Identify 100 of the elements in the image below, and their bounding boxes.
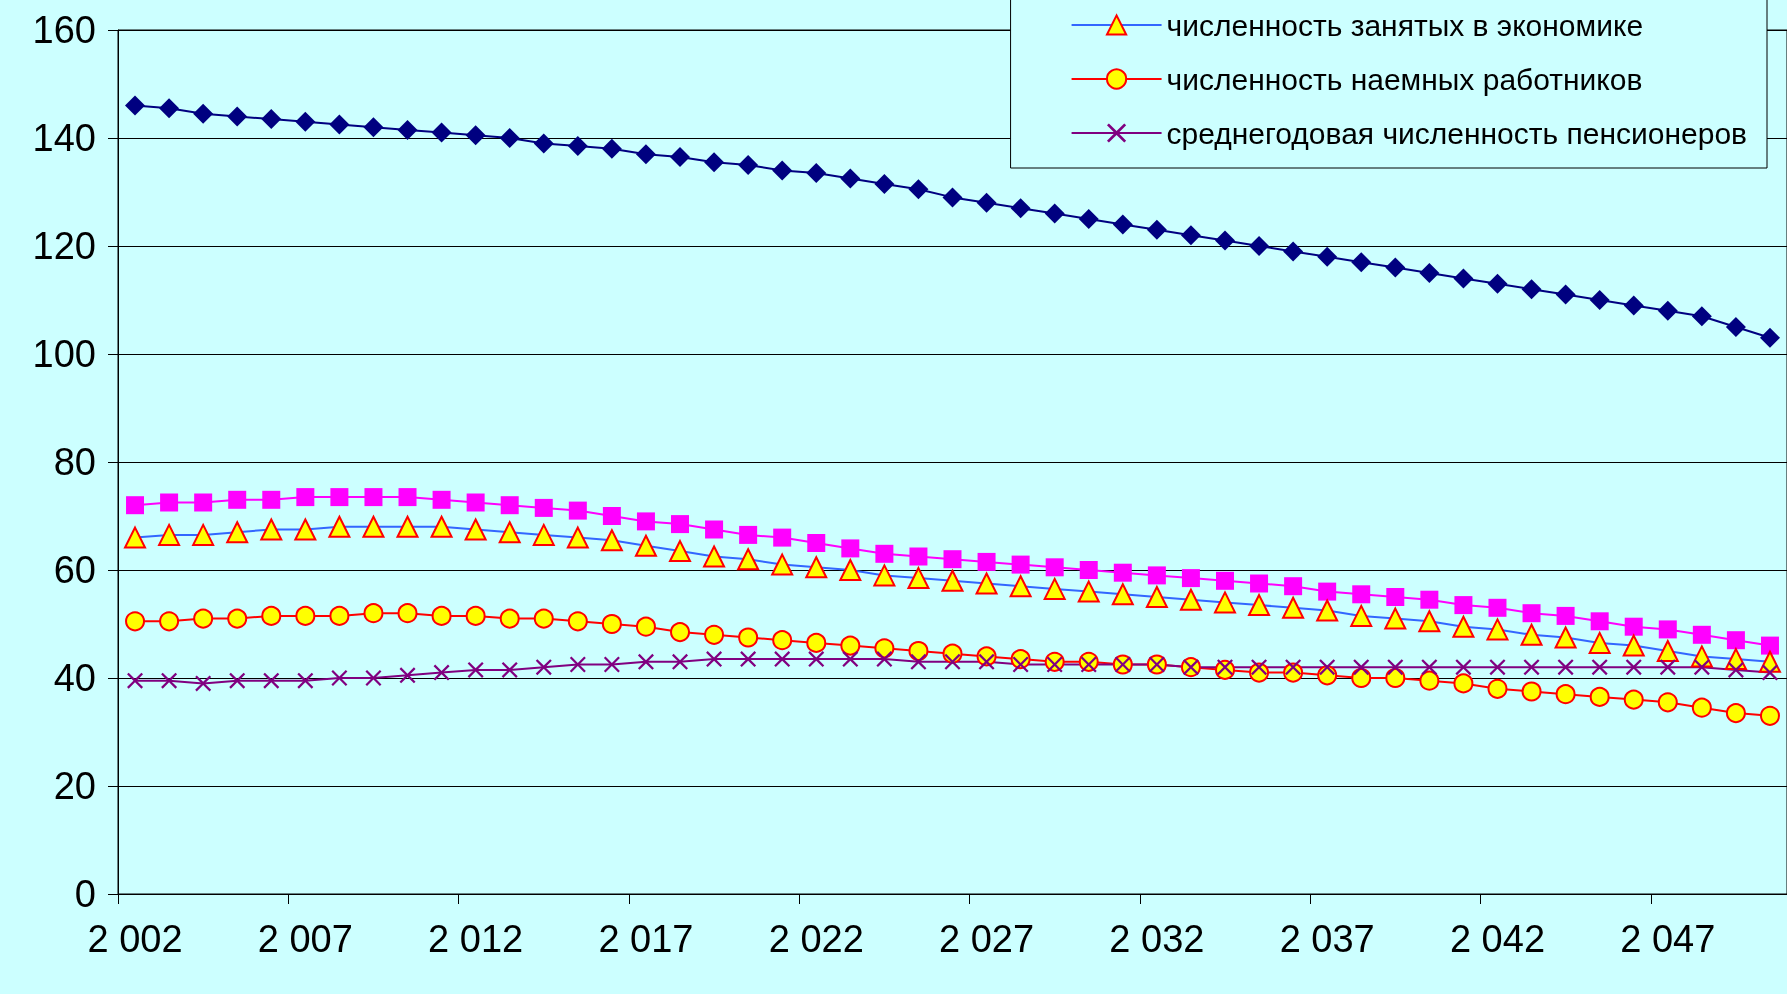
point — [603, 656, 620, 673]
y-tick-label: 120 — [32, 225, 96, 267]
point — [1146, 219, 1167, 240]
point — [1078, 209, 1099, 229]
point — [635, 144, 656, 165]
point — [193, 103, 214, 124]
point — [1147, 566, 1166, 585]
point — [740, 651, 757, 668]
point — [499, 128, 520, 148]
point — [500, 496, 519, 515]
point — [1557, 659, 1574, 676]
point — [1215, 571, 1234, 590]
point — [670, 622, 691, 643]
x-tick-label: 2 042 — [1449, 918, 1546, 960]
point — [874, 173, 895, 194]
point — [1521, 279, 1542, 300]
point — [1249, 236, 1270, 256]
point — [126, 496, 145, 515]
point — [1352, 585, 1371, 604]
point — [1455, 659, 1472, 676]
point — [601, 614, 622, 634]
point — [161, 672, 178, 689]
point — [1556, 606, 1575, 625]
point — [1419, 263, 1440, 283]
point — [842, 651, 859, 668]
point — [774, 651, 791, 668]
point — [1250, 574, 1269, 593]
y-tick-label: 0 — [74, 873, 96, 915]
point — [499, 608, 520, 629]
point — [806, 632, 827, 653]
point — [1691, 697, 1712, 718]
point — [978, 653, 995, 670]
point — [738, 155, 759, 175]
point — [772, 630, 793, 651]
point — [195, 675, 212, 692]
point — [670, 146, 691, 167]
point — [1589, 686, 1610, 707]
point — [738, 627, 759, 648]
point — [1453, 673, 1474, 694]
point — [739, 525, 758, 544]
point — [568, 501, 587, 520]
point — [772, 160, 793, 181]
point — [465, 125, 486, 146]
point — [501, 661, 518, 678]
point — [567, 611, 588, 632]
point — [535, 659, 552, 676]
point — [1555, 284, 1576, 305]
point — [431, 605, 452, 626]
point — [1522, 604, 1541, 623]
point — [602, 507, 621, 525]
point — [1079, 561, 1098, 579]
y-tick-label: 60 — [53, 549, 96, 591]
point — [840, 635, 861, 656]
point — [1181, 569, 1200, 588]
point — [671, 515, 690, 534]
point — [1693, 659, 1710, 676]
point — [228, 490, 247, 509]
point — [295, 111, 316, 132]
point — [1489, 659, 1506, 676]
point — [876, 651, 893, 668]
x-tick-label: 2 032 — [1109, 918, 1205, 960]
point — [1624, 617, 1643, 636]
point — [364, 488, 383, 507]
y-tick-label: 80 — [53, 441, 96, 483]
point — [363, 117, 384, 138]
point — [261, 109, 282, 130]
point — [296, 488, 315, 507]
point — [331, 670, 348, 686]
point — [569, 656, 586, 673]
point — [1657, 692, 1678, 713]
point — [1623, 689, 1644, 710]
point — [1591, 659, 1608, 676]
point — [908, 179, 929, 200]
point — [1419, 670, 1440, 691]
point — [807, 534, 826, 552]
point — [433, 664, 450, 681]
point — [773, 528, 792, 547]
point — [297, 672, 314, 689]
point — [194, 493, 213, 512]
point — [227, 106, 248, 127]
point — [672, 653, 689, 670]
point — [1523, 659, 1540, 676]
point — [1112, 214, 1133, 235]
point — [1521, 681, 1542, 702]
point — [1488, 598, 1507, 617]
x-tick-label: 2 027 — [939, 918, 1035, 960]
point — [1317, 246, 1338, 267]
point — [399, 667, 416, 684]
point — [1420, 590, 1439, 609]
point — [1760, 636, 1779, 655]
point — [1759, 327, 1780, 348]
x-tick-label: 2 047 — [1620, 918, 1716, 960]
point — [262, 490, 281, 509]
point — [636, 512, 655, 531]
point — [1726, 631, 1745, 650]
point — [1214, 230, 1235, 251]
point — [635, 616, 656, 637]
point — [397, 119, 418, 140]
point — [1761, 664, 1778, 681]
point — [1353, 659, 1370, 676]
